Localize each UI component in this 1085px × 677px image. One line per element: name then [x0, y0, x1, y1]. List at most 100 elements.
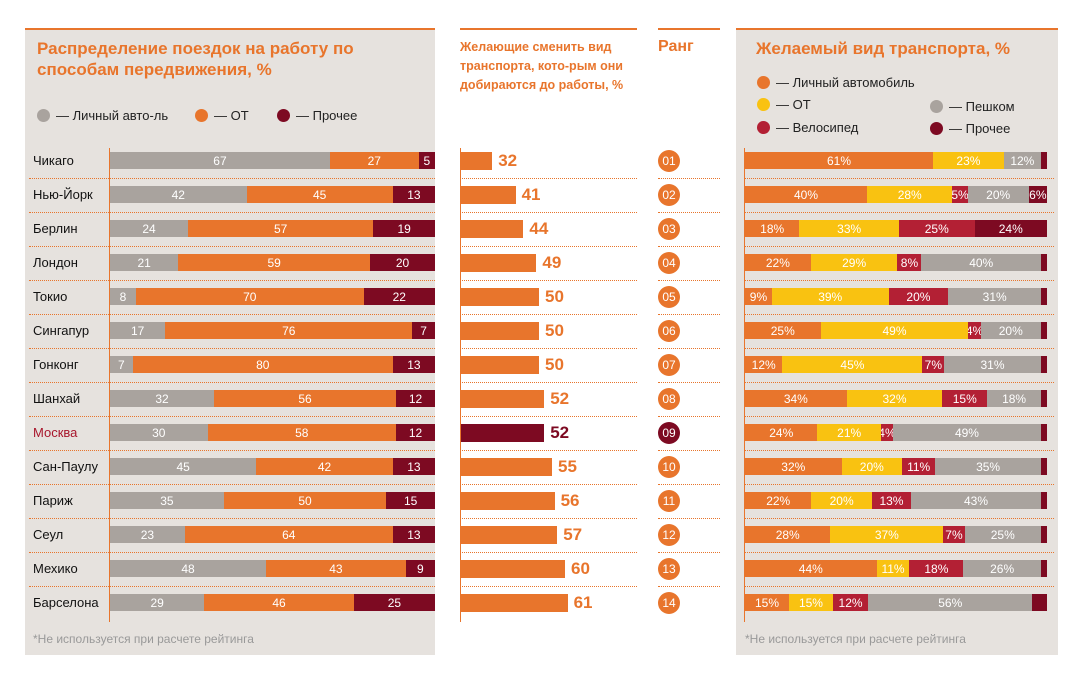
preferred-bar-segment: 12% — [1003, 152, 1041, 169]
right-axis-line — [744, 148, 745, 622]
legend-label: — Личный авто-ль — [56, 108, 169, 123]
row-separator — [744, 314, 1054, 315]
mid-top-rule — [460, 28, 637, 30]
row-separator — [29, 450, 435, 451]
preferred-bar-segment: 26% — [963, 560, 1041, 577]
row-separator — [744, 280, 1054, 281]
row-separator — [460, 552, 637, 553]
preferred-bar-segment: 21% — [817, 424, 881, 441]
row-separator — [658, 246, 720, 247]
city-label: Берлин — [33, 221, 78, 236]
preferred-bar-segment: 28% — [867, 186, 953, 203]
preferred-bar-segment: 31% — [944, 356, 1041, 373]
row-separator — [744, 416, 1054, 417]
preferred-bar-segment: 33% — [799, 220, 900, 237]
city-label: Барселона — [33, 595, 99, 610]
preferred-bar-segment — [1041, 288, 1047, 305]
switch-value: 52 — [550, 389, 570, 408]
switch-value: 32 — [498, 151, 518, 170]
preferred-bar-segment — [1040, 526, 1047, 543]
legend-car: — Личный авто-ль — [37, 108, 168, 123]
row-separator — [658, 348, 720, 349]
commute-bar-segment: 13 — [392, 526, 435, 543]
switch-value: 60 — [571, 559, 590, 578]
left-panel — [25, 28, 435, 655]
commute-bar-segment: 46 — [204, 594, 354, 611]
row-separator — [658, 552, 720, 553]
switch-bar — [461, 152, 493, 170]
commute-bar-segment: 17 — [110, 322, 166, 339]
legend-dot-gray — [37, 109, 50, 122]
rank-badge: 02 — [658, 184, 680, 206]
preferred-bar-segment: 61% — [745, 152, 933, 169]
preferred-bar-segment: 20% — [967, 186, 1029, 203]
preferred-bar-segment: 18% — [909, 560, 964, 577]
switch-bar — [461, 526, 558, 544]
row-separator — [29, 552, 435, 553]
row-separator — [744, 178, 1054, 179]
switch-value: 57 — [563, 525, 583, 544]
rank-badge: 03 — [658, 218, 680, 240]
preferred-bar-segment: 56% — [868, 594, 1033, 611]
row-separator — [744, 246, 1054, 247]
city-label: Сингапур — [33, 323, 90, 338]
commute-bar-segment: 45 — [110, 458, 257, 475]
row-separator — [460, 280, 637, 281]
preferred-bar-segment: 20% — [841, 458, 903, 475]
row-separator — [744, 382, 1054, 383]
city-label: Токио — [33, 289, 68, 304]
commute-bar-segment: 43 — [266, 560, 406, 577]
preferred-bar-segment: 25% — [964, 526, 1041, 543]
commute-bar-segment: 70 — [136, 288, 364, 305]
preferred-bar-segment: 7% — [922, 356, 945, 373]
preferred-bar-segment: 44% — [745, 560, 877, 577]
switch-bar — [461, 424, 545, 442]
switch-bar — [461, 390, 545, 408]
row-separator — [744, 450, 1054, 451]
rank-badge: 10 — [658, 456, 680, 478]
switch-value: 52 — [550, 423, 570, 442]
row-separator — [460, 484, 637, 485]
preferred-bar-segment: 39% — [771, 288, 889, 305]
preferred-bar-segment: 25% — [899, 220, 975, 237]
rank-badge: 01 — [658, 150, 680, 172]
preferred-bar-segment — [1040, 152, 1047, 169]
preferred-bar-segment — [1041, 390, 1047, 407]
preferred-bar-segment: 4% — [968, 322, 981, 339]
preferred-bar-segment: 32% — [846, 390, 943, 407]
commute-bar-segment: 76 — [165, 322, 413, 339]
switch-bar — [461, 594, 568, 612]
right-panel — [736, 28, 1058, 655]
row-separator — [29, 246, 435, 247]
switch-value: 50 — [545, 355, 564, 374]
row-separator — [658, 416, 720, 417]
legend-label: — Прочее — [949, 121, 1011, 136]
footnote-right: *Не используется при расчете рейтинга — [745, 632, 966, 646]
commute-bar-segment: 19 — [373, 220, 435, 237]
city-label: Москва — [33, 425, 78, 440]
legend-dot-crimson — [757, 121, 770, 134]
legend-dot-orange — [757, 76, 770, 89]
commute-bar-segment: 13 — [392, 356, 435, 373]
row-separator — [460, 416, 637, 417]
preferred-bar-segment — [1040, 322, 1047, 339]
preferred-bar-segment — [1040, 424, 1047, 441]
commute-bar-segment: 7 — [412, 322, 435, 339]
preferred-bar-segment: 8% — [897, 254, 922, 271]
preferred-bar-segment — [1040, 356, 1047, 373]
row-separator — [744, 348, 1054, 349]
commute-bar-segment: 20 — [370, 254, 435, 271]
commute-bar-segment: 50 — [223, 492, 387, 509]
preferred-bar-segment: 29% — [810, 254, 898, 271]
preferred-bar-segment: 35% — [935, 458, 1041, 475]
legend-walk: — Пешком — [930, 99, 1015, 114]
commute-bar-segment: 35 — [110, 492, 224, 509]
legend-public-transit: — ОТ — [757, 97, 811, 112]
switch-value: 50 — [545, 321, 564, 340]
switch-bar — [461, 254, 537, 272]
commute-bar-segment: 67 — [110, 152, 330, 169]
row-separator — [658, 518, 720, 519]
row-separator — [460, 348, 637, 349]
preferred-bar-segment: 15% — [942, 390, 988, 407]
commute-bar-segment: 57 — [188, 220, 374, 237]
